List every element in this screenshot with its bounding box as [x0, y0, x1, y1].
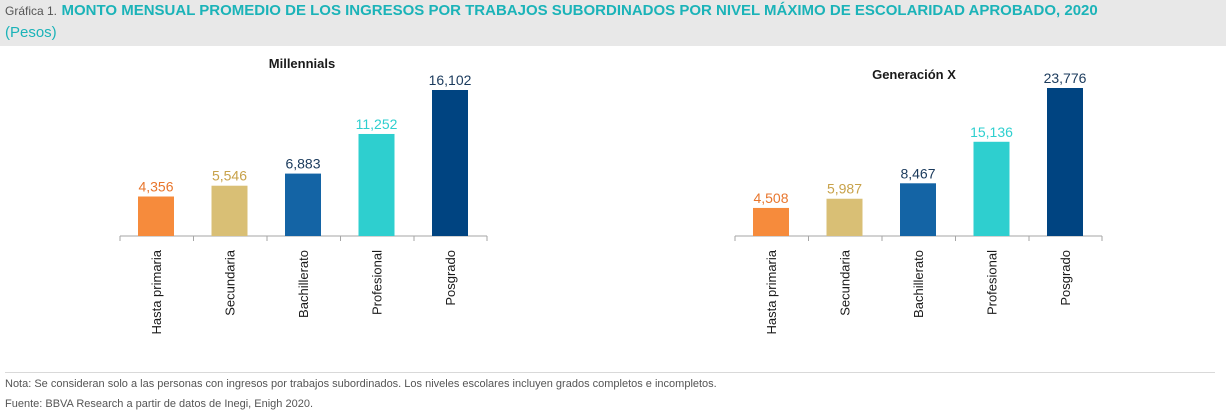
- category-label: Posgrado: [1058, 250, 1073, 306]
- data-label: 5,546: [212, 168, 247, 184]
- bar: [138, 196, 174, 236]
- bar: [211, 185, 248, 236]
- footnote: Nota: Se consideran solo a las personas …: [5, 378, 717, 390]
- bar: [973, 141, 1010, 236]
- data-label: 8,467: [900, 165, 935, 181]
- chart-header: Gráfica 1. MONTO MENSUAL PROMEDIO DE LOS…: [0, 0, 1226, 46]
- category-label: Profesional: [370, 250, 385, 315]
- chart-title: Millennials: [269, 56, 335, 71]
- category-label: Hasta primaria: [764, 249, 779, 334]
- bar: [358, 133, 395, 236]
- bar-charts: Millennials 4,356 Hasta primaria 5,546 Secun…: [119, 56, 1103, 335]
- data-label: 23,776: [1044, 70, 1087, 86]
- bar: [826, 198, 863, 236]
- figure-prefix: Gráfica 1.: [5, 4, 58, 18]
- source-note: Fuente: BBVA Research a partir de datos …: [5, 398, 313, 410]
- category-label: Secundaria: [223, 249, 238, 316]
- data-label: 4,508: [753, 190, 788, 206]
- header-line: Gráfica 1. MONTO MENSUAL PROMEDIO DE LOS…: [5, 2, 1098, 20]
- category-label: Profesional: [985, 250, 1000, 315]
- category-label: Secundaria: [838, 249, 853, 316]
- category-label: Posgrado: [443, 250, 458, 306]
- bar: [432, 90, 468, 236]
- bar: [753, 207, 789, 236]
- footer-divider: [5, 372, 1215, 373]
- bar: [285, 173, 321, 236]
- bar: [900, 183, 936, 236]
- data-label: 11,252: [356, 116, 398, 132]
- data-label: 5,987: [827, 181, 862, 197]
- chart-title: Generación X: [872, 67, 956, 82]
- bar: [1047, 88, 1083, 236]
- category-label: Bachillerato: [296, 250, 311, 318]
- category-label: Hasta primaria: [149, 249, 164, 334]
- data-label: 16,102: [429, 72, 472, 88]
- category-label: Bachillerato: [911, 250, 926, 318]
- data-label: 15,136: [970, 124, 1013, 140]
- figure-title: MONTO MENSUAL PROMEDIO DE LOS INGRESOS P…: [61, 2, 1098, 19]
- data-label: 6,883: [285, 156, 320, 172]
- figure-subtitle: (Pesos): [5, 24, 57, 41]
- data-label: 4,356: [138, 179, 173, 195]
